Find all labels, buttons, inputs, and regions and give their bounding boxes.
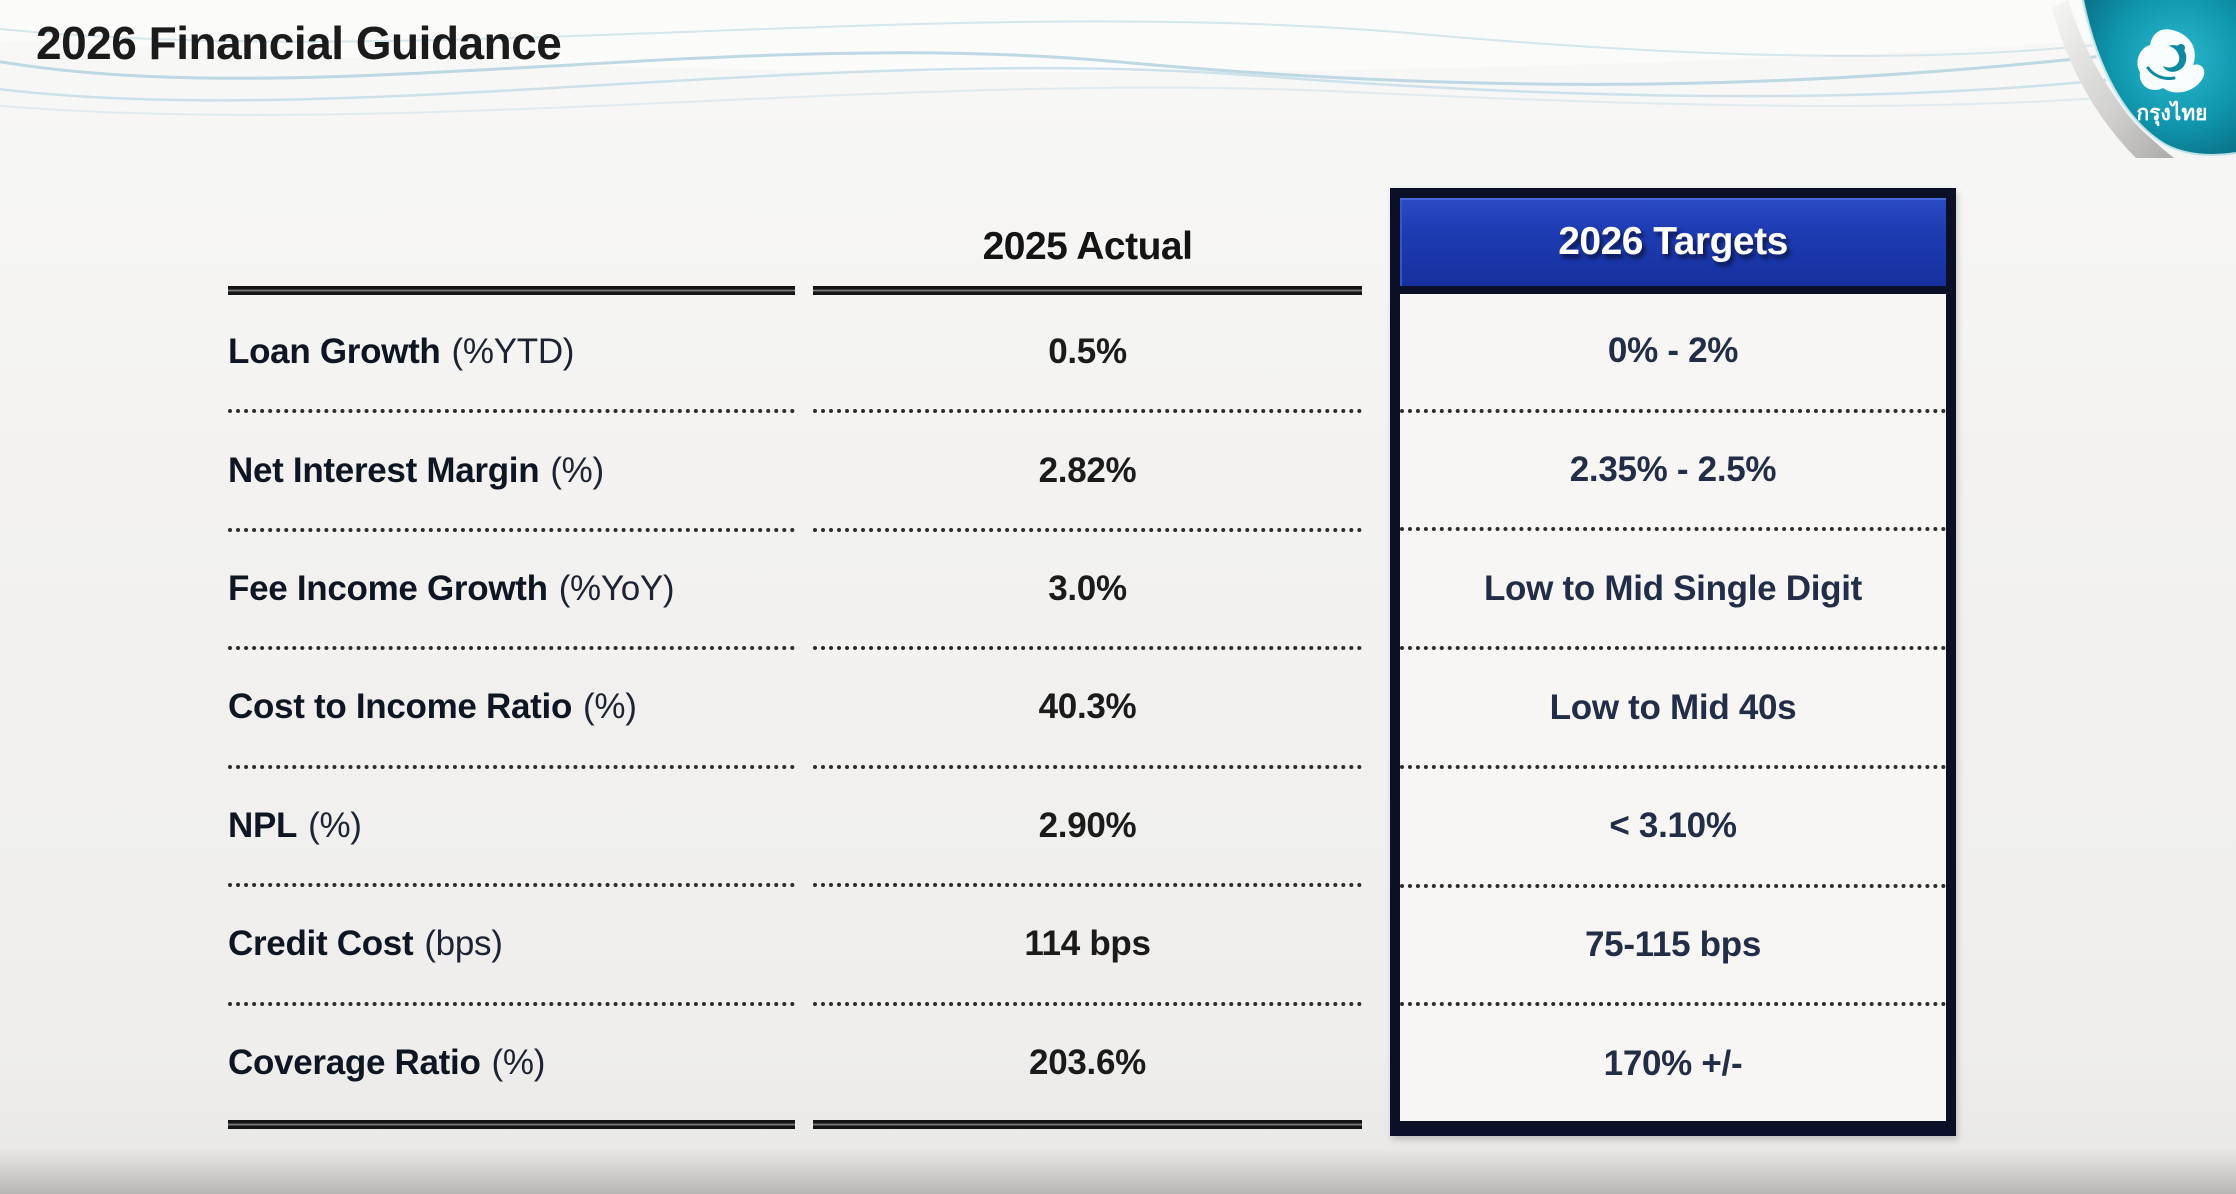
- metric-unit: (%): [491, 1042, 546, 1082]
- metric-unit: (%): [308, 805, 362, 845]
- target-value: Low to Mid Single Digit: [1400, 531, 1946, 651]
- actual-value: 2.90%: [813, 769, 1362, 888]
- metric-name: NPL: [228, 805, 298, 845]
- slide-bottom-shade: [0, 1148, 2236, 1194]
- table-row-label: Credit Cost (bps): [228, 887, 795, 1006]
- column-header-targets: 2026 Targets: [1400, 198, 1946, 294]
- table-top-rule-labels: [228, 286, 795, 295]
- actual-value: 0.5%: [813, 295, 1362, 414]
- actual-value: 3.0%: [813, 532, 1362, 651]
- metric-unit: (bps): [424, 924, 503, 964]
- target-value: 2.35% - 2.5%: [1400, 413, 1946, 532]
- table-row-label: Fee Income Growth (%YoY): [228, 532, 795, 651]
- metric-label-column: Loan Growth (%YTD) Net Interest Margin (…: [228, 295, 795, 1120]
- metric-name: Credit Cost: [228, 924, 414, 964]
- target-value: 170% +/-: [1603, 1043, 1743, 1083]
- vayupak-bird-icon: [2137, 29, 2205, 93]
- table-row-label: Coverage Ratio (%): [228, 1006, 795, 1120]
- logo-brand-text: กรุงไทย: [2137, 100, 2208, 127]
- target-value: Low to Mid 40s: [1400, 650, 1946, 769]
- actual-value: 203.6%: [1029, 1042, 1146, 1082]
- actual-value: 2.82%: [813, 413, 1362, 532]
- target-value: 0% - 2%: [1400, 294, 1946, 413]
- table-bottom-rule-actual: [813, 1120, 1362, 1129]
- table-bottom-rule-labels: [228, 1120, 795, 1129]
- actual-values-column: 0.5% 2.82% 3.0% 40.3% 2.90% 114 bps 203.…: [813, 295, 1362, 1120]
- table-row-label: NPL (%): [228, 769, 795, 888]
- metric-name: Loan Growth: [228, 332, 441, 372]
- actual-value: 114 bps: [813, 887, 1362, 1006]
- logo-silver-ribbon: [2052, 0, 2174, 158]
- table-row-label: Net Interest Margin (%): [228, 413, 795, 532]
- target-value: 75-115 bps: [1400, 888, 1946, 1007]
- targets-box: 2026 Targets 0% - 2% 2.35% - 2.5% Low to…: [1390, 188, 1956, 1136]
- krungthai-logo: กรุงไทย: [2052, 0, 2236, 158]
- metric-name: Cost to Income Ratio: [228, 687, 573, 727]
- metric-unit: (%YTD): [451, 332, 575, 372]
- target-values-column: 0% - 2% 2.35% - 2.5% Low to Mid Single D…: [1400, 294, 1946, 1121]
- target-value: < 3.10%: [1400, 769, 1946, 888]
- metric-unit: (%YoY): [558, 569, 675, 609]
- actual-value: 40.3%: [813, 650, 1362, 769]
- metric-name: Net Interest Margin: [228, 450, 540, 490]
- wave-decoration: [0, 0, 2236, 116]
- page-title: 2026 Financial Guidance: [36, 17, 562, 69]
- column-header-actual: 2025 Actual: [982, 225, 1193, 268]
- metric-unit: (%): [550, 450, 604, 490]
- metric-name: Coverage Ratio: [228, 1042, 481, 1082]
- table-row-label: Loan Growth (%YTD): [228, 295, 795, 414]
- metric-unit: (%): [583, 687, 637, 727]
- table-top-rule-actual: [813, 286, 1362, 295]
- metric-name: Fee Income Growth: [228, 569, 548, 609]
- table-row-label: Cost to Income Ratio (%): [228, 650, 795, 769]
